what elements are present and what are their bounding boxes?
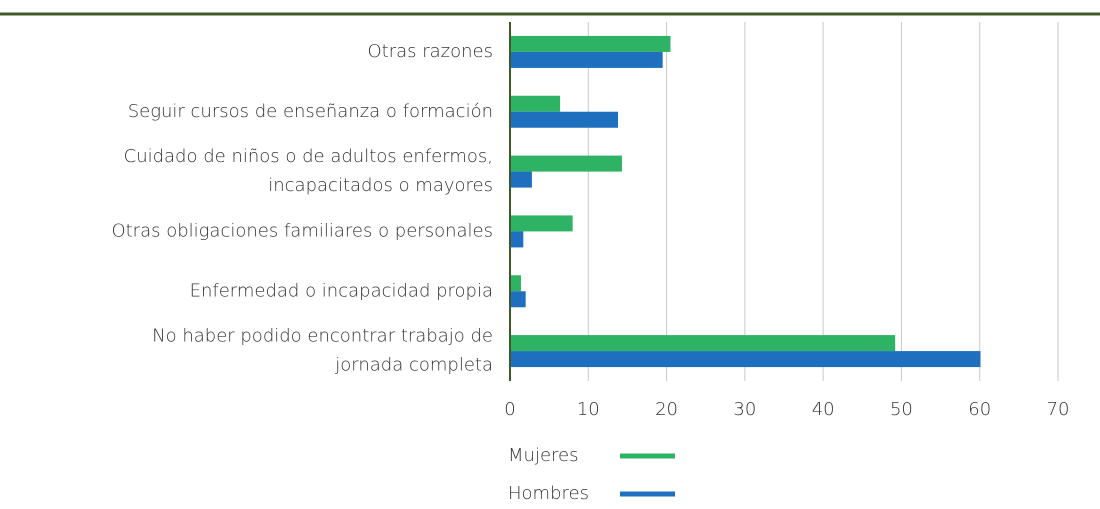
text-line: Cuidado de niños o de adultos enfermos, [124,146,493,167]
legend-label: Mujeres [508,445,578,466]
x-tick-label: 50 [890,399,913,420]
legend-label: Hombres [508,483,589,504]
x-tick-label: 10 [577,399,600,420]
y-tick-label: Enfermedad o incapacidad propia [190,280,493,301]
bar [510,155,622,172]
x-tick-label: 40 [812,399,835,420]
bar [510,51,663,68]
x-tick-label: 60 [968,399,991,420]
bar [510,335,896,352]
text-line: incapacitados o mayores [268,175,493,196]
y-tick-label: Otras obligaciones familiares o personal… [111,220,493,241]
x-tick-label: 0 [504,399,515,420]
x-tick-label: 20 [655,399,678,420]
bar [510,231,524,248]
x-tick-label: 70 [1047,399,1070,420]
y-tick-label: No haber podido encontrar trabajo de jorn… [152,326,493,376]
text-line: No haber podido encontrar trabajo de [152,326,493,347]
y-tick-label: Seguir cursos de enseñanza o formación [128,101,493,122]
bar [510,351,981,368]
y-tick-label: Cuidado de niños o de adultos enfermos, i… [124,146,493,196]
y-tick-label: Otras razones [367,41,493,62]
bar [510,111,619,128]
bar [510,95,561,112]
bar [510,291,526,308]
x-tick-label: 30 [733,399,756,420]
bar [510,171,532,188]
bar [510,275,521,292]
bar [510,215,573,232]
bar [510,35,671,52]
text-line: jornada completa [334,355,493,376]
